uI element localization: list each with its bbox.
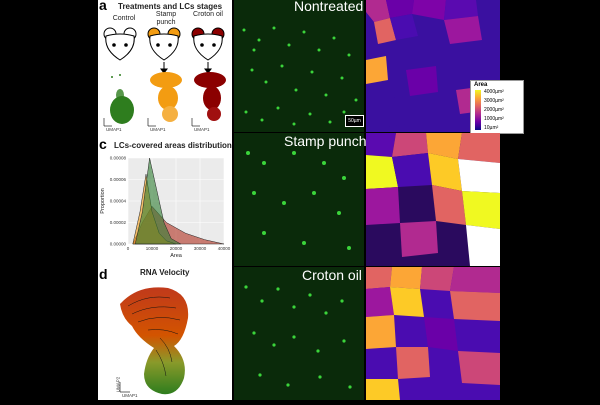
panel-d-title: RNA Velocity (140, 268, 190, 277)
umap-x-label-1: UMAP1 (106, 127, 122, 132)
voronoi-croton-cells (366, 267, 500, 400)
y-tick-label: 0.00004 (110, 199, 127, 204)
colorbar-title: Area (474, 82, 488, 88)
micro-stamp-dots (246, 151, 351, 250)
arrow-icons (160, 62, 212, 74)
voronoi-stamp-punch (366, 133, 500, 266)
condition-control: Control (112, 15, 136, 22)
voronoi-croton-oil (366, 267, 500, 400)
velocity-y-label: UMAP2 (115, 376, 121, 393)
micro-croton-oil (234, 267, 364, 400)
voronoi-nontreated-cells (366, 0, 500, 132)
y-tick-label: 0.00006 (110, 177, 127, 182)
umap-mini-axes (103, 118, 200, 127)
voronoi-nontreated (366, 0, 500, 132)
x-axis-label: Area (170, 253, 183, 259)
micro-nontreated (234, 0, 364, 132)
colorbar-tick-1: 3000µm² (484, 98, 504, 104)
micro-croton-dots (244, 285, 352, 389)
density-series-0 (134, 157, 182, 245)
velocity-cell-cloud (120, 287, 189, 395)
mouse-control-icon (103, 27, 137, 61)
panel-c-title: LCs-covered areas distribution (114, 141, 232, 150)
row-label-nontreated: Nontreated (294, 0, 364, 14)
micro-nontreated-dots (242, 26, 358, 126)
x-tick-label: 40000 (218, 246, 231, 251)
colorbar-tick-4: 10µm² (484, 125, 499, 131)
umap-croton (194, 72, 226, 121)
panel-label-c: c (99, 136, 107, 152)
colorbar-tick-3: 1000µm² (484, 116, 504, 122)
condition-stamp-punch: Stamp punch (155, 11, 177, 26)
umap-x-label-2: UMAP1 (150, 127, 166, 132)
row-label-stamp-punch: Stamp punch (284, 133, 367, 149)
panel-label-a: a (99, 0, 107, 13)
y-tick-label: 0.00008 (110, 156, 127, 161)
area-colorbar: Area 4000µm² 3000µm² 2000µm² 1000µm² 10µ… (470, 80, 524, 134)
y-tick-label: 0.00002 (110, 220, 127, 225)
mouse-stamp-icon (147, 27, 181, 61)
mouse-croton-icon (191, 27, 225, 61)
umap-control (110, 74, 134, 124)
voronoi-stamp-cells (366, 133, 500, 266)
x-tick-label: 20000 (170, 246, 183, 251)
colorbar-tick-0: 4000µm² (484, 89, 504, 95)
micro-stamp-punch (234, 133, 364, 266)
scale-bar: 50µm (345, 115, 364, 127)
x-tick-label: 10000 (146, 246, 159, 251)
x-tick-label: 0 (127, 246, 130, 251)
row-label-croton-oil: Croton oil (302, 267, 362, 283)
colorbar-gradient (475, 90, 481, 130)
panel-a-graphic (103, 27, 226, 127)
umap-x-label-3: UMAP1 (194, 127, 210, 132)
velocity-x-label: UMAP1 (122, 393, 138, 398)
panel-label-d: d (99, 266, 108, 282)
x-tick-label: 30000 (194, 246, 207, 251)
umap-stamp (150, 72, 182, 122)
velocity-axes (119, 382, 130, 393)
density-chart: 0 10000 20000 30000 40000 0.00008 0.00006 0.000… (100, 156, 231, 260)
rna-velocity-plot (119, 287, 189, 395)
y-axis-label: Proportion (100, 188, 106, 213)
velocity-streamlines (127, 296, 181, 377)
y-tick-label: 0.00000 (110, 242, 127, 247)
colorbar-tick-2: 2000µm² (484, 107, 504, 113)
panel-a-title: Treatments and LCs stages (118, 2, 223, 11)
condition-croton-oil: Croton oil (193, 11, 223, 18)
